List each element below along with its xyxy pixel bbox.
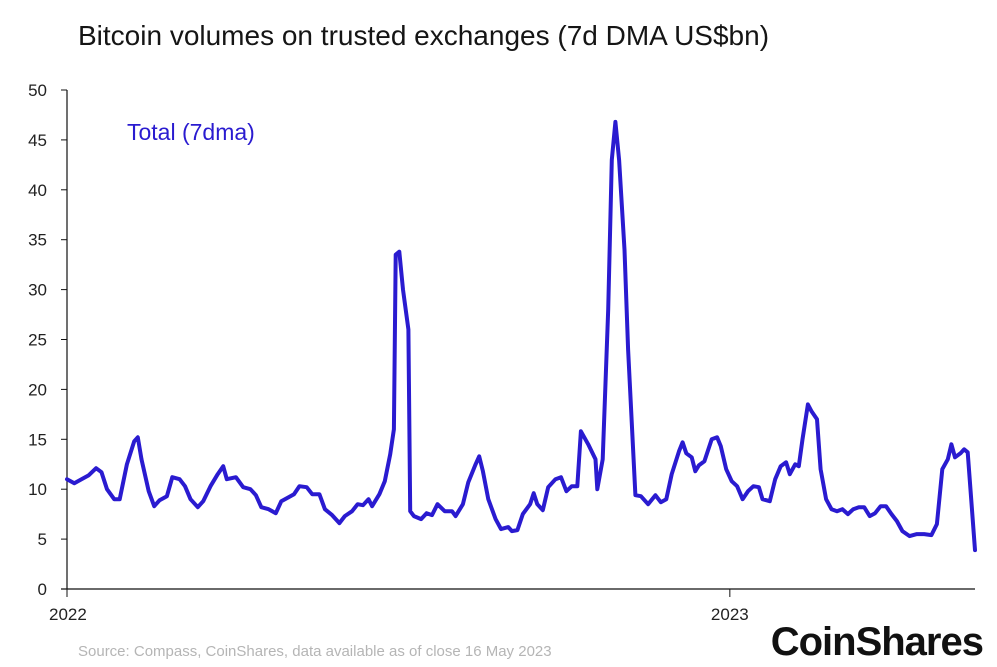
source-note: Source: Compass, CoinShares, data availa…	[78, 643, 552, 660]
y-tick-label: 40	[28, 181, 47, 200]
line-chart: 0 5 10 15 20 25 30 35 40 45 50 2022 2023 Total (7dm…	[28, 81, 977, 624]
y-tick-label: 15	[28, 430, 47, 449]
x-axis: 2022 2023	[49, 588, 975, 624]
y-tick-label: 25	[28, 331, 47, 350]
y-tick-label: 20	[28, 380, 47, 399]
y-tick-label: 45	[28, 131, 47, 150]
y-tick-label: 30	[28, 281, 47, 300]
coinshares-logo: CoinShares	[770, 620, 984, 664]
y-tick-label: 50	[28, 81, 47, 100]
plot-area: Total (7dma)	[65, 119, 977, 553]
x-tick-label: 2022	[49, 605, 87, 624]
y-tick-label: 35	[28, 231, 47, 250]
y-axis: 0 5 10 15 20 25 30 35 40 45 50	[28, 81, 68, 599]
y-tick-label: 0	[38, 580, 47, 599]
chart-title: Bitcoin volumes on trusted exchanges (7d…	[78, 20, 770, 51]
series-line-total-7dma	[65, 119, 977, 553]
y-tick-label: 5	[38, 530, 47, 549]
x-tick-label: 2023	[711, 605, 749, 624]
y-tick-label: 10	[28, 480, 47, 499]
series-label: Total (7dma)	[127, 119, 255, 145]
